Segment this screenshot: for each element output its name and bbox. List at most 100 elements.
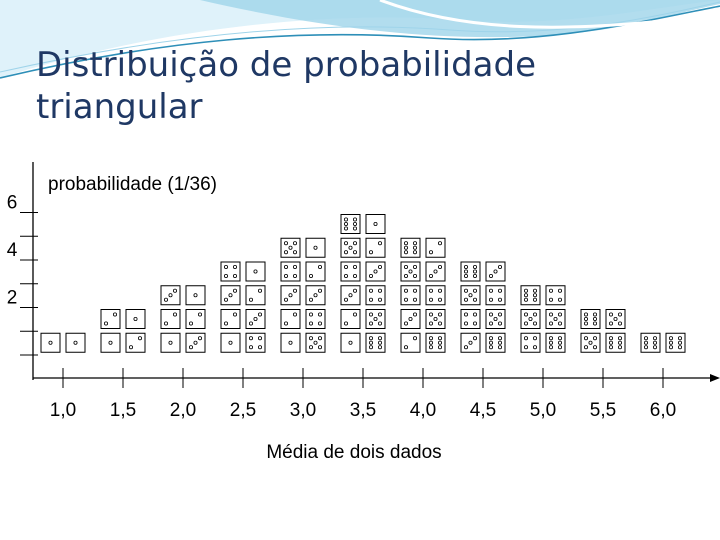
dice-pair — [280, 261, 326, 282]
die-face-6 — [460, 261, 481, 282]
slide-title: Distribuição de probabilidade triangular — [36, 44, 536, 128]
dice-column — [100, 309, 146, 353]
die-face-6 — [520, 285, 541, 306]
x-tick-label: 4,5 — [470, 400, 496, 421]
die-face-3 — [305, 285, 326, 306]
dice-columns — [40, 214, 686, 353]
die-face-4 — [485, 285, 506, 306]
die-face-5 — [520, 309, 541, 329]
dice-pair — [160, 332, 206, 353]
dice-pair — [460, 261, 506, 282]
dice-pair — [340, 261, 386, 282]
die-face-4 — [305, 309, 326, 329]
die-face-1 — [100, 332, 121, 353]
die-face-5 — [605, 309, 626, 329]
die-face-2 — [185, 309, 206, 329]
die-face-4 — [365, 285, 386, 306]
dice-pair — [280, 237, 326, 258]
slide-title-line-2: triangular — [36, 87, 203, 127]
die-face-2 — [100, 309, 121, 329]
dice-pair — [280, 285, 326, 306]
x-axis-ticks: 1,0 1,5 2,0 2,5 3,0 3,5 4,0 4,5 5,0 5,5 6,0 — [50, 368, 676, 421]
x-axis-label: Média de dois dados — [266, 442, 441, 463]
die-face-3 — [340, 285, 361, 306]
die-face-5 — [280, 237, 301, 258]
x-tick-label: 1,0 — [50, 400, 76, 421]
die-face-1 — [340, 332, 361, 353]
dice-pair — [400, 285, 446, 306]
die-face-3 — [185, 332, 206, 353]
die-face-5 — [485, 309, 506, 329]
dice-column — [280, 237, 326, 353]
die-face-1 — [280, 332, 301, 353]
die-face-1 — [245, 261, 266, 282]
die-face-2 — [425, 237, 446, 258]
die-face-1 — [160, 332, 181, 353]
x-axis-arrowhead — [710, 374, 720, 382]
dice-pair — [400, 309, 446, 329]
y-tick-label: 6 — [7, 193, 18, 214]
die-face-4 — [340, 261, 361, 282]
dice-pair — [460, 285, 506, 306]
dice-column — [160, 285, 206, 353]
die-face-3 — [425, 261, 446, 282]
dice-pair — [340, 285, 386, 306]
dice-pair — [520, 285, 566, 306]
dice-pair — [520, 332, 566, 353]
die-face-6 — [580, 309, 601, 329]
die-face-2 — [160, 309, 181, 329]
y-tick-label: 4 — [7, 240, 18, 261]
x-tick-label: 2,0 — [170, 400, 196, 421]
die-face-6 — [640, 332, 661, 353]
die-face-3 — [400, 309, 421, 329]
dice-column — [640, 332, 686, 353]
die-face-4 — [545, 285, 566, 306]
die-face-6 — [485, 332, 506, 353]
wave-band-mid — [200, 0, 720, 38]
die-face-2 — [245, 285, 266, 306]
die-face-5 — [305, 332, 326, 353]
dice-pair — [400, 237, 446, 258]
y-axis-ticks: 2 4 6 — [7, 193, 38, 356]
die-face-4 — [220, 261, 241, 282]
die-face-5 — [425, 309, 446, 329]
dice-column — [340, 214, 386, 353]
x-tick-label: 2,5 — [230, 400, 256, 421]
wave-line-white — [379, 0, 720, 29]
die-face-3 — [485, 261, 506, 282]
dice-pair — [400, 261, 446, 282]
die-face-1 — [40, 332, 61, 353]
die-face-1 — [65, 332, 86, 353]
die-face-2 — [305, 261, 326, 282]
die-face-5 — [545, 309, 566, 329]
x-tick-label: 5,5 — [590, 400, 616, 421]
dice-pair — [520, 309, 566, 329]
dice-pair — [160, 285, 206, 306]
die-face-1 — [365, 214, 386, 234]
dice-column — [520, 285, 566, 353]
x-tick-label: 5,0 — [530, 400, 556, 421]
y-axis-label: probabilidade (1/36) — [48, 174, 217, 195]
die-face-5 — [400, 261, 421, 282]
die-face-4 — [400, 285, 421, 306]
dice-pair — [580, 332, 626, 353]
die-face-1 — [185, 285, 206, 306]
die-face-5 — [340, 237, 361, 258]
die-face-4 — [520, 332, 541, 353]
die-face-6 — [545, 332, 566, 353]
dice-column — [400, 237, 446, 353]
die-face-4 — [460, 309, 481, 329]
dice-pair — [340, 309, 386, 329]
dice-column — [40, 332, 86, 353]
dice-pair — [40, 332, 86, 353]
dice-pair — [220, 309, 266, 329]
slide-title-line-1: Distribuição de probabilidade — [36, 45, 536, 85]
dice-pair — [340, 237, 386, 258]
die-face-3 — [245, 309, 266, 329]
die-face-2 — [340, 309, 361, 329]
dice-pair — [340, 214, 386, 234]
die-face-4 — [280, 261, 301, 282]
die-face-6 — [340, 214, 361, 234]
die-face-6 — [605, 332, 626, 353]
